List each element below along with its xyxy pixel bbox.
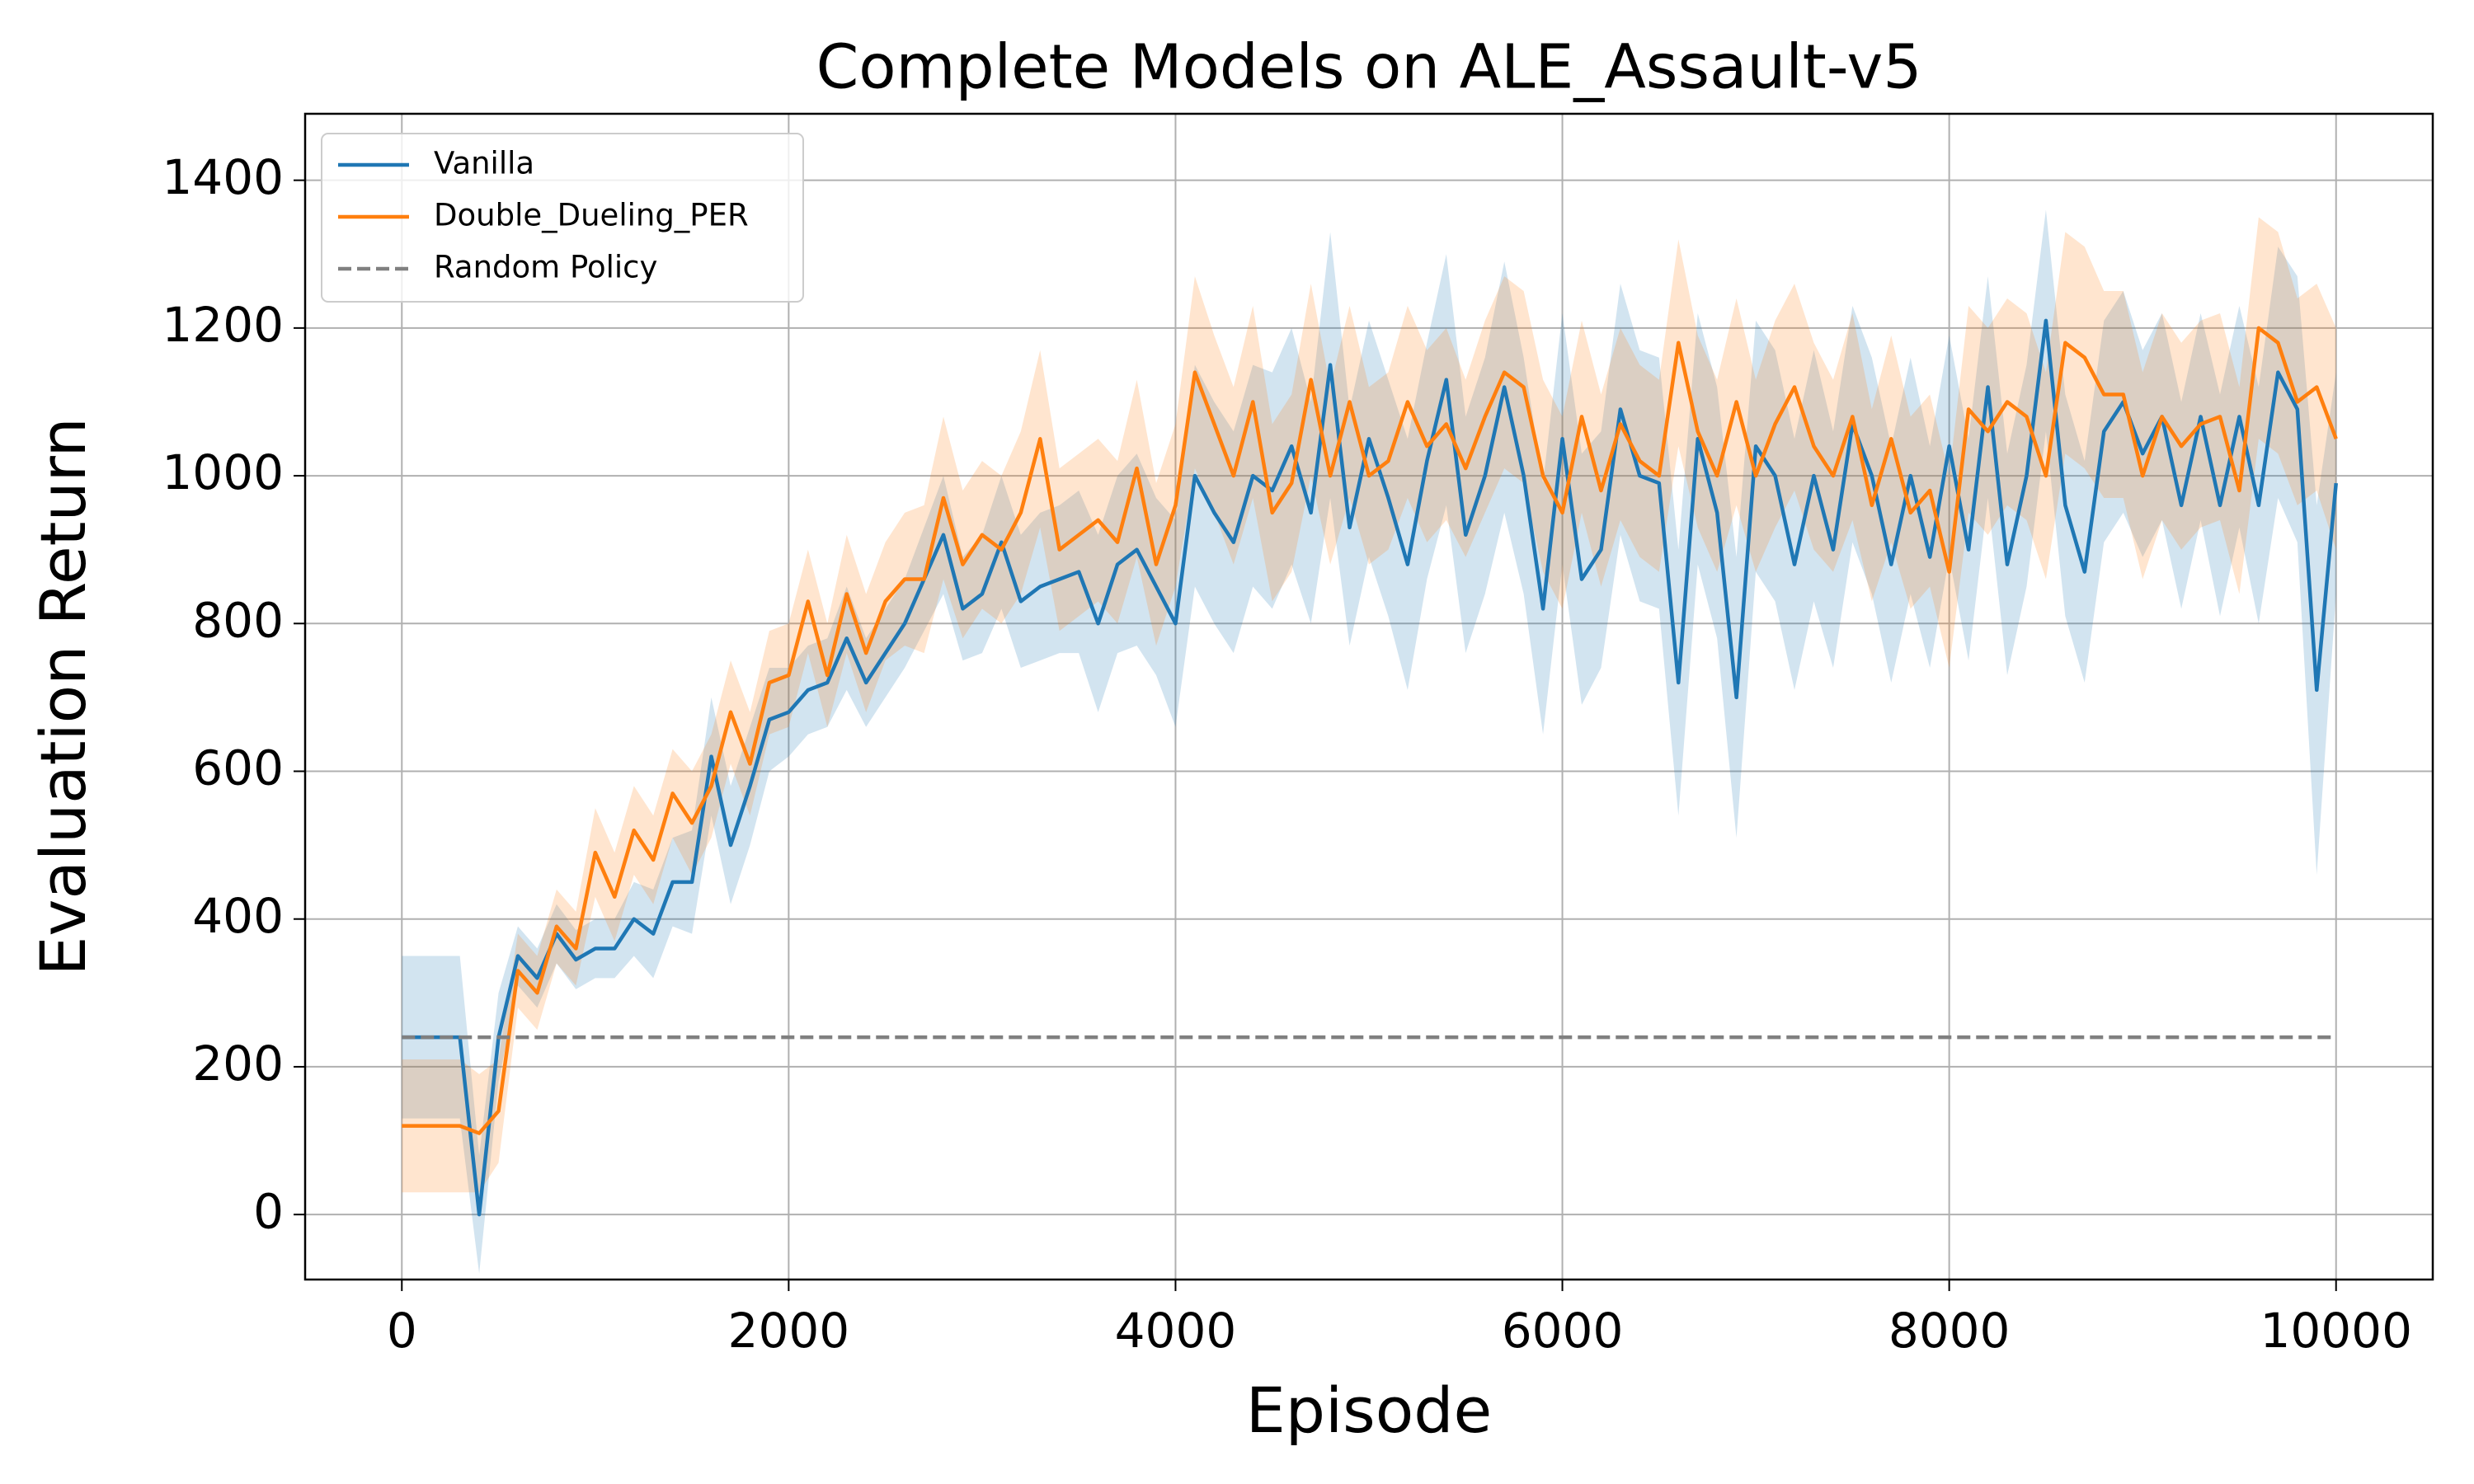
y-tick-label: 1000	[162, 444, 284, 500]
y-tick-label: 0	[253, 1183, 284, 1239]
x-axis-label: Episode	[1246, 1374, 1492, 1447]
series-line	[402, 326, 2338, 1135]
y-tick-label: 1400	[162, 149, 284, 205]
x-tick-label: 0	[387, 1303, 417, 1359]
y-tick-label: 600	[192, 740, 284, 796]
y-tick-label: 400	[192, 888, 284, 944]
legend-label: Vanilla	[434, 146, 534, 181]
y-tick-label: 200	[192, 1036, 284, 1092]
legend-label: Random Policy	[434, 250, 657, 285]
series-line	[402, 318, 2338, 1217]
legend-box	[321, 133, 804, 303]
y-tick-label: 1200	[162, 297, 284, 353]
y-axis-label: Evaluation Return	[26, 417, 100, 975]
plot-frame	[303, 112, 2434, 1281]
x-tick-label: 6000	[1502, 1303, 1624, 1359]
x-tick-label: 2000	[728, 1303, 850, 1359]
legend-label: Double_Dueling_PER	[434, 198, 749, 233]
x-tick-label: 4000	[1115, 1303, 1237, 1359]
x-tick-label: 10000	[2260, 1303, 2412, 1359]
std-band	[402, 209, 2336, 1274]
y-tick-label: 800	[192, 592, 284, 648]
x-tick-label: 8000	[1888, 1303, 2011, 1359]
chart-title: Complete Models on ALE_Assault-v5	[816, 32, 1922, 103]
legend: Vanilla Double_Dueling_PER Random Policy	[321, 133, 804, 303]
std-band	[402, 217, 2336, 1193]
